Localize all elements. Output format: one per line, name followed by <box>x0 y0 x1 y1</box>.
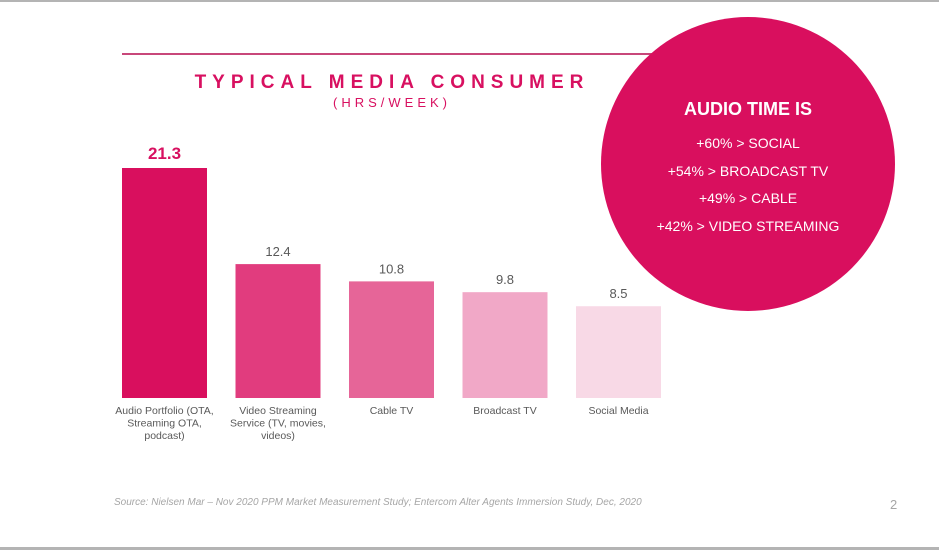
category-label: Streaming OTA, <box>127 418 202 430</box>
data-label: 8.5 <box>609 286 627 301</box>
category-label: Service (TV, movies, <box>230 418 326 430</box>
callout-circle: AUDIO TIME IS +60% > SOCIAL +54% > BROAD… <box>601 17 895 311</box>
bar <box>462 292 548 398</box>
data-label: 10.8 <box>379 261 404 276</box>
category-label: Cable TV <box>370 405 414 417</box>
data-label: 21.3 <box>148 144 181 163</box>
chart-subtitle: (HRS/WEEK) <box>333 95 451 110</box>
category-label: Video Streaming <box>239 405 317 417</box>
bar <box>122 168 207 398</box>
chart-title: TYPICAL MEDIA CONSUMER <box>194 72 590 93</box>
callout-heading: AUDIO TIME IS <box>683 99 812 119</box>
callout-line: +49% > CABLE <box>698 190 798 206</box>
category-label: Broadcast TV <box>473 405 536 417</box>
category-label: Audio Portfolio (OTA, <box>115 405 213 417</box>
header-rule <box>122 53 682 55</box>
bottom-border <box>0 547 939 550</box>
data-label: 9.8 <box>496 272 514 287</box>
callout-line: +42% > VIDEO STREAMING <box>656 218 840 234</box>
callout-line: +54% > BROADCAST TV <box>667 163 829 179</box>
callout-line: +60% > SOCIAL <box>696 135 800 151</box>
bar <box>349 281 434 398</box>
category-label: podcast) <box>144 430 184 442</box>
top-border <box>0 0 939 2</box>
bar <box>576 306 661 398</box>
category-label: videos) <box>261 430 295 442</box>
data-label: 12.4 <box>265 244 290 259</box>
source-note: Source: Nielsen Mar – Nov 2020 PPM Marke… <box>114 497 642 508</box>
category-label: Social Media <box>588 405 648 417</box>
page-number: 2 <box>890 497 898 512</box>
bar <box>235 264 321 398</box>
